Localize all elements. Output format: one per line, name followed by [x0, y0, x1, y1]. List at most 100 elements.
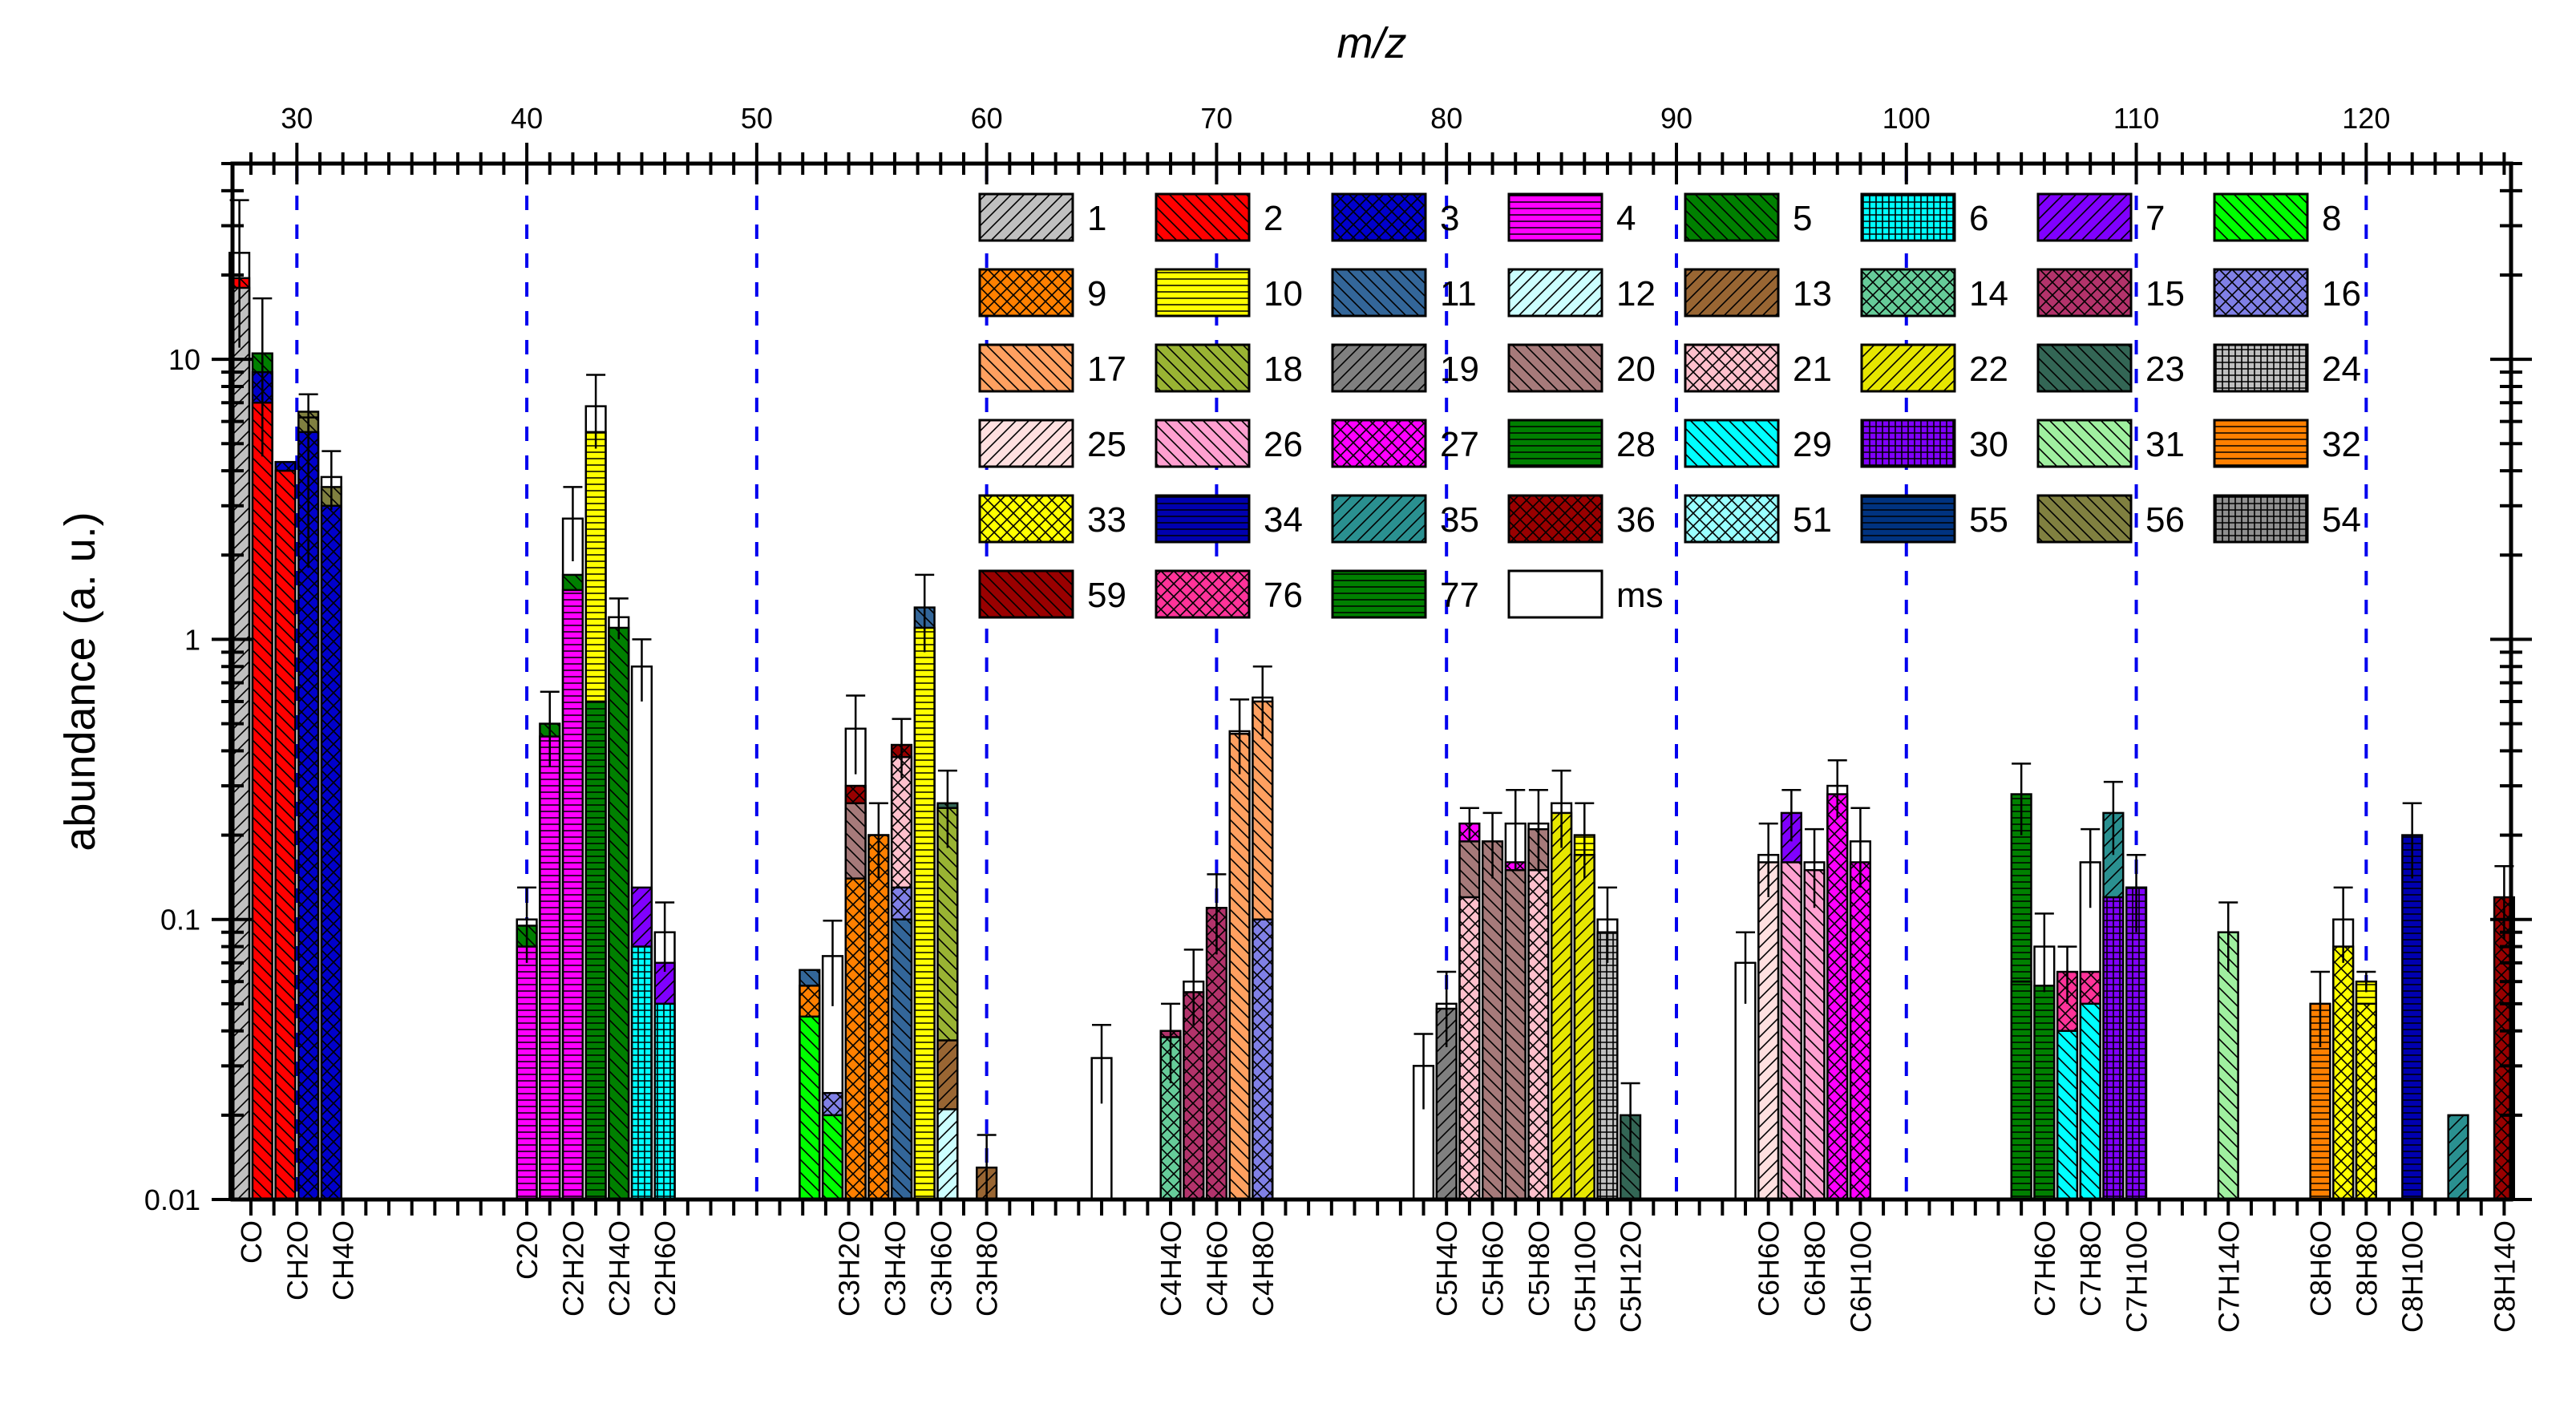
legend-label-21: 21 [1793, 350, 1832, 389]
bar-mz85-s22 [1551, 811, 1573, 1201]
category-label-CH2O: CH2O [281, 1220, 313, 1301]
top-tick-label-120: 120 [2342, 102, 2390, 135]
top-tick-label-80: 80 [1430, 102, 1462, 135]
category-label-CO: CO [235, 1220, 268, 1264]
legend-label-15: 15 [2145, 274, 2185, 314]
legend-label-24: 24 [2322, 350, 2361, 389]
y-tick-label: 0.01 [144, 1183, 200, 1216]
legend-label-18: 18 [1264, 350, 1303, 389]
bar-mz81-s21 [1458, 896, 1481, 1201]
category-label-C7H10O: C7H10O [2121, 1220, 2153, 1333]
legend-label-22: 22 [1969, 350, 2008, 389]
legend-swatch-55 [1860, 494, 1956, 544]
legend-swatch-4 [1507, 192, 1603, 242]
legend-swatch-30 [1860, 419, 1956, 468]
legend-swatch-20 [1507, 343, 1603, 393]
category-label-C3H6O: C3H6O [924, 1220, 957, 1317]
y-tick-label: 10 [168, 343, 200, 376]
category-label-C2O: C2O [511, 1220, 544, 1280]
bar-mz72-s16 [1252, 918, 1274, 1201]
category-label-C4H4O: C4H4O [1155, 1220, 1187, 1317]
category-label-CH4O: CH4O [327, 1220, 360, 1301]
bar-mz55-s9 [844, 877, 867, 1201]
category-label-C3H4O: C3H4O [879, 1220, 912, 1317]
legend-swatch-9 [978, 268, 1074, 318]
legend-swatch-1 [978, 192, 1074, 242]
bar-mz114-s31 [2217, 931, 2239, 1201]
legend-label-1: 1 [1087, 199, 1106, 238]
legend-label-23: 23 [2145, 350, 2185, 389]
bar-mz120-s33 [2355, 1002, 2377, 1201]
legend-swatch-21 [1684, 343, 1780, 393]
bar-mz105-s28 [2010, 980, 2032, 1201]
legend-label-77: 77 [1440, 576, 1479, 615]
bar-mz45-s6 [630, 945, 653, 1201]
legend-swatch-16 [2213, 268, 2309, 318]
legend-label-76: 76 [1264, 576, 1303, 615]
legend-swatch-23 [2036, 343, 2133, 393]
bar-mz69-s15 [1183, 991, 1205, 1201]
legend-label-27: 27 [1440, 425, 1479, 464]
legend-label-16: 16 [2322, 274, 2361, 314]
top-tick-label-30: 30 [281, 102, 313, 135]
legend-swatch-18 [1155, 343, 1251, 393]
legend-label-26: 26 [1264, 425, 1303, 464]
bar-mz40-s4 [516, 945, 538, 1201]
category-label-C6H6O: C6H6O [1753, 1220, 1785, 1317]
legend-label-34: 34 [1264, 500, 1303, 540]
top-tick-label-60: 60 [971, 102, 1003, 135]
bar-mz118-s32 [2309, 1002, 2331, 1201]
bar-mz88-s23 [1620, 1114, 1642, 1201]
category-label-C5H12O: C5H12O [1615, 1220, 1648, 1333]
category-label-C3H2O: C3H2O [833, 1220, 866, 1317]
bar-mz29-s2 [251, 401, 273, 1201]
category-label-C6H10O: C6H10O [1844, 1220, 1877, 1333]
legend-label-4: 4 [1616, 199, 1636, 238]
legend-swatch-29 [1684, 419, 1780, 468]
bar-mz96-s26 [1803, 868, 1826, 1201]
legend-swatch-13 [1684, 268, 1780, 318]
category-label-C3H8O: C3H8O [971, 1220, 1004, 1317]
legend-swatch-11 [1331, 268, 1427, 318]
legend-swatch-12 [1507, 268, 1603, 318]
bottom-axis [249, 1200, 2506, 1216]
legend-swatch-27 [1331, 419, 1427, 468]
legend-label-10: 10 [1264, 274, 1303, 314]
bar-mz110-s30 [2125, 886, 2148, 1201]
y-tick-label: 1 [184, 623, 200, 656]
y-tick-label: 0.1 [160, 904, 200, 937]
top-tick-label-110: 110 [2113, 102, 2159, 135]
bar-mz119-s33 [2332, 945, 2355, 1201]
bar-mz71-s17 [1228, 732, 1251, 1201]
category-label-C2H4O: C2H4O [603, 1220, 636, 1317]
legend-swatch-5 [1684, 192, 1780, 242]
legend-label-28: 28 [1616, 425, 1656, 464]
bar-mz107-s29 [2056, 1030, 2079, 1201]
top-tick-label-90: 90 [1660, 102, 1692, 135]
legend-label-12: 12 [1616, 274, 1656, 314]
bar-mz54-s8 [821, 1114, 844, 1201]
category-label-C4H8O: C4H8O [1247, 1220, 1280, 1317]
legend-swatch-33 [978, 494, 1074, 544]
bar-mz82-s20 [1481, 840, 1504, 1201]
bar-mz57-s11 [890, 918, 913, 1201]
legend-label-20: 20 [1616, 350, 1656, 389]
legend-label-13: 13 [1793, 274, 1832, 314]
legend-label-2: 2 [1264, 199, 1283, 238]
bar-mz86-s22 [1573, 853, 1595, 1201]
bar-mz122-s34 [2401, 834, 2424, 1201]
bar-mz32-s3 [320, 504, 342, 1201]
legend-label-29: 29 [1793, 425, 1832, 464]
bar-mz53-s8 [799, 1015, 821, 1201]
bar-mz97-s27 [1826, 793, 1849, 1201]
legend-swatch-36 [1507, 494, 1603, 544]
bar-mz108-s29 [2079, 1002, 2101, 1201]
legend-label-33: 33 [1087, 500, 1126, 540]
legend-label-55: 55 [1969, 500, 2008, 540]
bar-mz30-s2 [274, 469, 297, 1201]
category-label-C7H8O: C7H8O [2074, 1220, 2107, 1317]
category-label-C2H6O: C2H6O [649, 1220, 681, 1317]
bar-mz124-s35 [2447, 1114, 2469, 1201]
top-tick-label-50: 50 [741, 102, 773, 135]
